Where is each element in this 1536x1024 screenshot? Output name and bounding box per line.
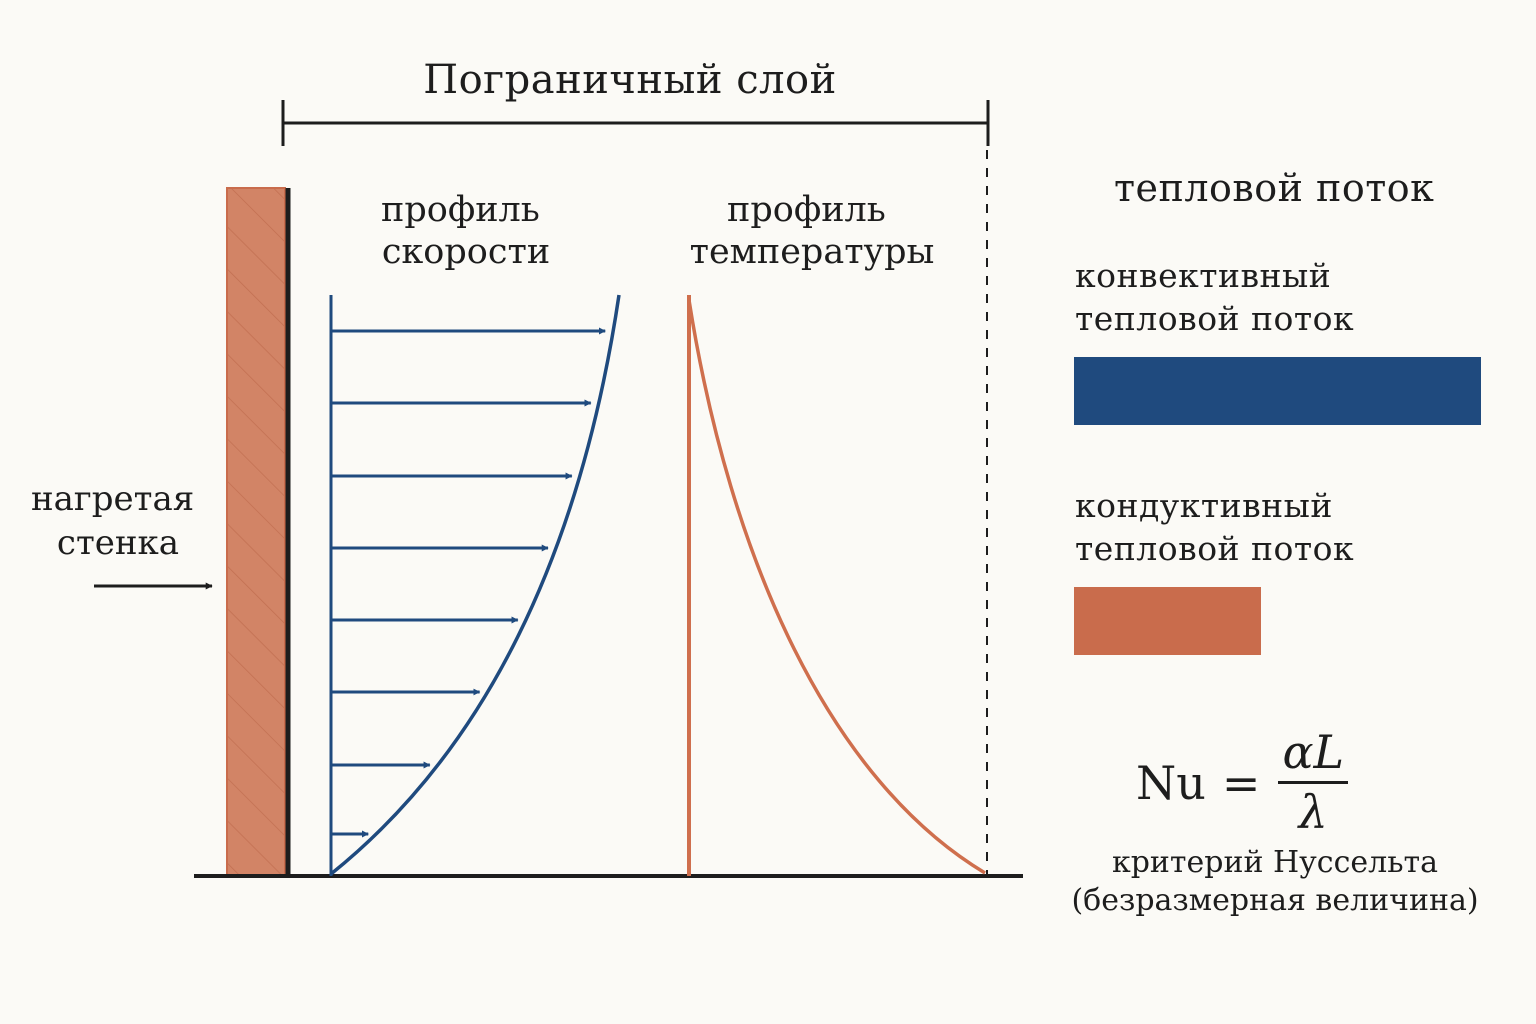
legend-conductive-swatch (1074, 587, 1261, 655)
boundary-layer-title: Пограничный слой (423, 57, 837, 103)
legend-convective-label: конвективный тепловой поток (1075, 256, 1355, 338)
boundary-layer-bracket (281, 100, 990, 146)
temperature-profile-curve (687, 299, 986, 875)
legend-convective-swatch (1074, 357, 1481, 425)
formula-equals: = (1221, 756, 1261, 810)
nusselt-formula: Nu = αL λ (1136, 727, 1349, 840)
legend-heading: тепловой поток (1114, 166, 1435, 210)
velocity-vectors (331, 327, 606, 838)
velocity-profile-label: профиль скорости (381, 190, 551, 272)
formula-lhs: Nu (1136, 756, 1206, 810)
formula-fraction: αL λ (1278, 727, 1349, 840)
wall-label: нагретая стенка (31, 479, 205, 563)
legend-conductive-label: кондуктивный тепловой поток (1075, 486, 1355, 568)
formula-numerator: αL (1278, 727, 1349, 784)
temperature-profile-label: профиль температуры (690, 190, 935, 272)
heated-wall (226, 187, 286, 876)
velocity-profile-curve (329, 294, 621, 876)
formula-caption: критерий Нуссельта (безразмерная величин… (1071, 845, 1479, 918)
formula-denominator: λ (1298, 784, 1328, 839)
